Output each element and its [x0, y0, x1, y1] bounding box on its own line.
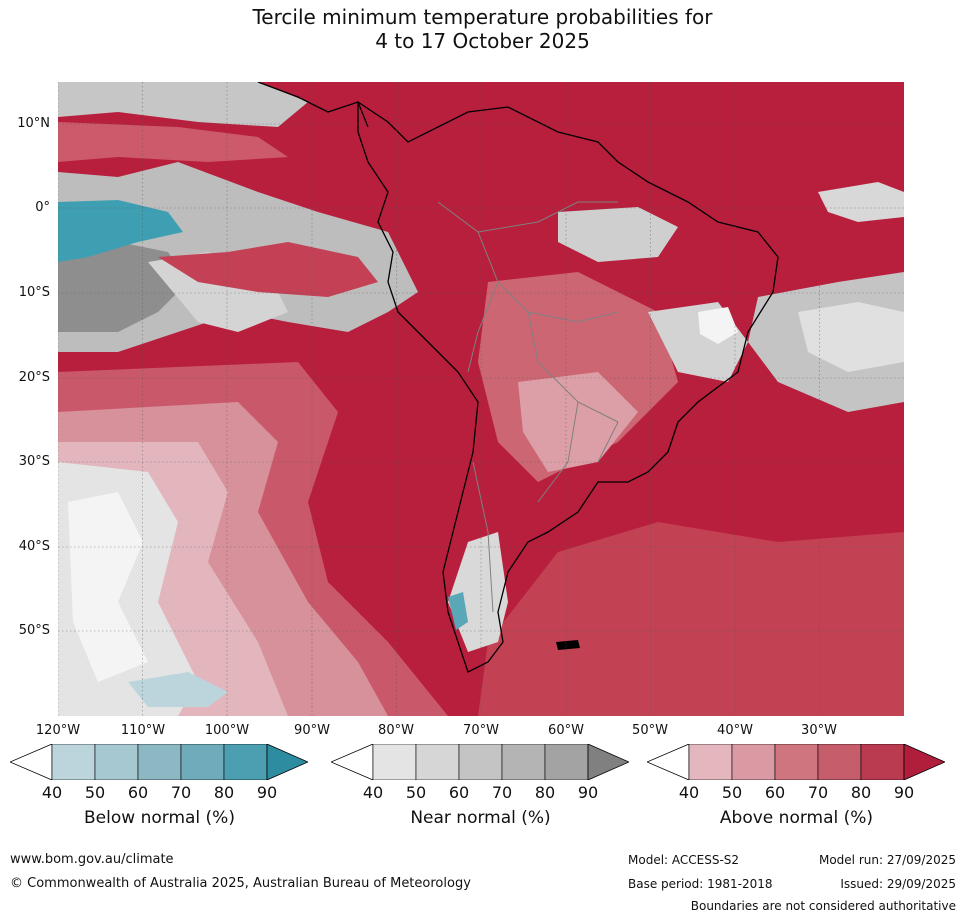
colorbar-swatch-lower-extend — [8, 743, 53, 781]
colorbar-swatch-70-80 — [817, 743, 862, 781]
colorbar-swatch-50-60 — [731, 743, 776, 781]
colorbar-tick-90: 90 — [893, 783, 915, 802]
footer-base-period: Base period: 1981-2018 — [628, 877, 773, 891]
colorbar-swatch-70-80 — [501, 743, 546, 781]
colorbar-below-normal-swatches — [8, 743, 309, 781]
chart-title-line1: Tercile minimum temperature probabilitie… — [252, 5, 713, 29]
colorbar-swatch-upper-extend — [587, 743, 630, 781]
footer-issued: Issued: 29/09/2025 — [840, 877, 956, 891]
region-east-pacific-dark-grey — [58, 232, 188, 332]
south-america-coastline — [357, 100, 779, 673]
lon-label-100w: 100°W — [204, 723, 250, 738]
colorbar-tick-40: 40 — [41, 783, 63, 802]
colorbar-near-normal: 40 50 60 70 80 90 — [329, 743, 630, 804]
colorbar-tick-60: 60 — [448, 783, 470, 802]
region-patagonia-below-normal — [448, 592, 468, 630]
region-north-grey-strip — [58, 82, 308, 127]
colorbar-tick-80: 80 — [534, 783, 556, 802]
national-boundaries — [437, 201, 619, 613]
colorbar-swatch-upper-extend — [903, 743, 946, 781]
region-east-pacific-red-tongue — [158, 242, 378, 297]
colorbar-tick-90: 90 — [577, 783, 599, 802]
region-atlantic-equatorial-grey — [558, 207, 678, 262]
lat-label-20s: 20°S — [18, 370, 50, 385]
lat-label-10s: 10°S — [18, 285, 50, 300]
colorbar-tick-60: 60 — [764, 783, 786, 802]
colorbar-title-above-normal: Above normal (%) — [719, 808, 874, 828]
colorbar-swatch-80-90 — [223, 743, 268, 781]
footer-model: Model: ACCESS-S2 — [628, 853, 740, 867]
colorbar-tick-80: 80 — [850, 783, 872, 802]
colorbar-swatch-40-50 — [372, 743, 417, 781]
region-south-pacific-below-normal — [128, 672, 228, 707]
colorbar-tick-40: 40 — [362, 783, 384, 802]
colorbar-swatch-lower-extend — [645, 743, 690, 781]
colorbar-title-near-normal: Near normal (%) — [410, 808, 551, 828]
lon-label-110w: 110°W — [120, 723, 166, 738]
region-brazil-white-spot — [698, 307, 738, 344]
falkland-islands — [556, 640, 580, 650]
colorbar-swatch-60-70 — [458, 743, 503, 781]
lon-label-120w: 120°W — [35, 723, 81, 738]
colorbar-tick-50: 50 — [84, 783, 106, 802]
graticule — [58, 82, 904, 716]
lat-label-40s: 40°S — [18, 539, 50, 554]
region-north-red-strip — [58, 122, 288, 162]
colorbar-tick-50: 50 — [721, 783, 743, 802]
lon-label-50w: 50°W — [632, 723, 668, 738]
colorbar-swatch-40-50 — [688, 743, 733, 781]
colorbar-swatch-40-50 — [51, 743, 96, 781]
lat-label-10n: 10°N — [17, 116, 50, 131]
colorbar-tick-70: 70 — [170, 783, 192, 802]
footer-url: www.bom.gov.au/climate — [10, 852, 174, 867]
region-atlantic-light-grey — [798, 302, 904, 372]
colorbar-below-normal: 40 50 60 70 80 90 — [8, 743, 309, 804]
colorbar-above-normal-swatches — [645, 743, 946, 781]
footer-copyright: © Commonwealth of Australia 2025, Austra… — [10, 876, 471, 891]
lat-label-50s: 50°S — [18, 623, 50, 638]
colorbar-swatch-80-90 — [544, 743, 589, 781]
colorbar-swatch-60-70 — [137, 743, 182, 781]
colorbar-above-normal: 40 50 60 70 80 90 — [645, 743, 946, 804]
region-south-atlantic-medium-red — [478, 522, 904, 716]
central-america-coastline — [257, 82, 369, 128]
lon-label-70w: 70°W — [463, 723, 499, 738]
region-east-pacific-below-normal — [58, 200, 183, 262]
probability-map — [58, 82, 904, 716]
colorbar-tick-50: 50 — [405, 783, 427, 802]
lon-label-30w: 30°W — [801, 723, 837, 738]
region-continent-interior-pale — [518, 372, 638, 472]
colorbar-swatch-70-80 — [180, 743, 225, 781]
lon-label-60w: 60°W — [548, 723, 584, 738]
colorbar-tick-70: 70 — [491, 783, 513, 802]
colorbar-swatch-80-90 — [860, 743, 905, 781]
colorbar-title-below-normal: Below normal (%) — [84, 808, 235, 828]
lon-label-40w: 40°W — [717, 723, 753, 738]
colorbar-swatch-50-60 — [94, 743, 139, 781]
colorbar-tick-40: 40 — [678, 783, 700, 802]
colorbar-tick-60: 60 — [127, 783, 149, 802]
colorbar-tick-70: 70 — [807, 783, 829, 802]
colorbar-swatch-lower-extend — [329, 743, 374, 781]
colorbar-swatch-60-70 — [774, 743, 819, 781]
region-southwest-pacific-white — [68, 492, 148, 682]
colorbar-near-normal-swatches — [329, 743, 630, 781]
region-atlantic-northeast-grey — [818, 182, 904, 222]
lon-label-80w: 80°W — [378, 723, 414, 738]
colorbar-swatch-50-60 — [415, 743, 460, 781]
colorbar-tick-80: 80 — [213, 783, 235, 802]
lat-label-30s: 30°S — [18, 454, 50, 469]
chart-title-line2: 4 to 17 October 2025 — [375, 29, 590, 53]
footer-model-run: Model run: 27/09/2025 — [818, 853, 956, 867]
lon-label-90w: 90°W — [294, 723, 330, 738]
colorbar-tick-90: 90 — [256, 783, 278, 802]
footer-disclaimer: Boundaries are not considered authoritat… — [690, 899, 956, 913]
lat-label-0: 0° — [35, 200, 50, 215]
colorbar-swatch-upper-extend — [266, 743, 309, 781]
